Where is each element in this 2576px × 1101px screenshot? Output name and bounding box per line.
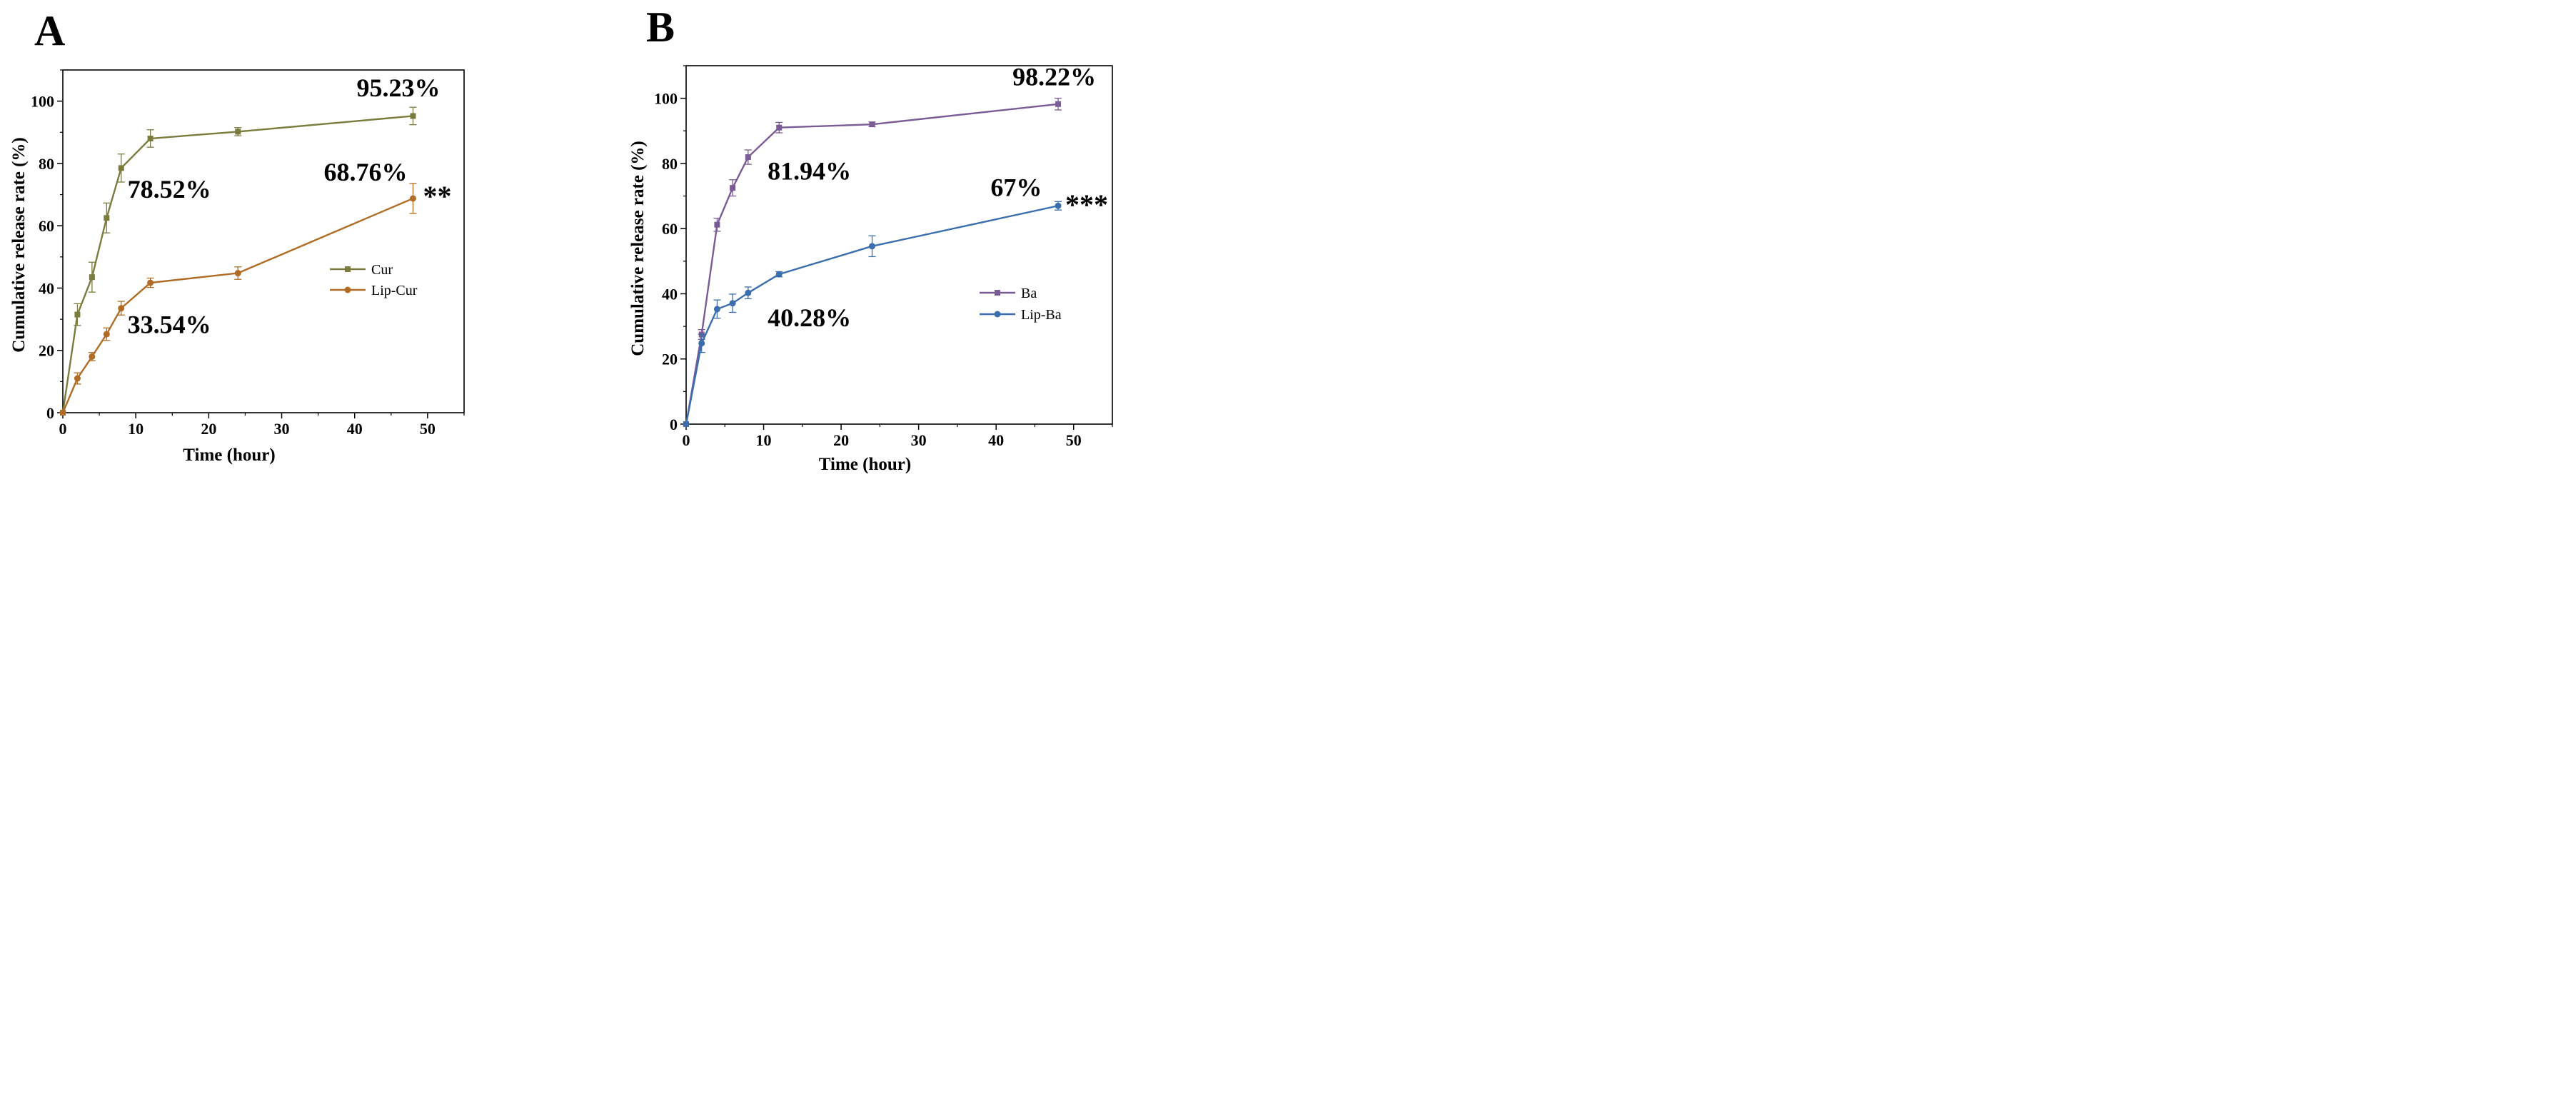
series-lip-cur [59, 183, 417, 416]
x-tick-label: 30 [911, 431, 927, 449]
legend-swatch-marker [345, 266, 351, 272]
series-line [685, 103, 1059, 425]
y-axis-title: Cumulative release rate (%) [628, 141, 648, 356]
series-line [61, 115, 413, 413]
value-annotation: 40.28% [768, 303, 851, 332]
series-line [61, 197, 413, 413]
data-point [410, 113, 416, 119]
y-tick-label: 100 [654, 90, 678, 108]
panel-letter: A [34, 7, 65, 54]
significance-marker: ** [423, 180, 451, 212]
x-axis-title: Time (hour) [819, 455, 911, 474]
value-annotation: 98.22% [1012, 62, 1096, 91]
series-line [685, 205, 1059, 425]
series-cur [60, 106, 417, 416]
data-point [698, 340, 705, 347]
data-point [745, 154, 751, 161]
data-point [869, 243, 876, 250]
data-point [74, 311, 81, 318]
data-point [103, 331, 110, 338]
x-tick-label: 10 [756, 431, 772, 449]
value-annotation: 81.94% [768, 157, 851, 186]
data-point [235, 129, 241, 135]
data-point [104, 215, 110, 221]
data-point [729, 300, 736, 307]
data-point [775, 271, 783, 278]
x-tick-label: 50 [420, 420, 436, 438]
value-annotation: 68.76% [324, 158, 408, 186]
legend-swatch-marker [995, 290, 1000, 296]
data-point [74, 375, 81, 382]
data-point [59, 409, 66, 416]
y-tick-label: 40 [39, 279, 54, 297]
x-tick-label: 10 [128, 420, 144, 438]
x-tick-label: 20 [833, 431, 849, 449]
data-point [147, 136, 154, 141]
data-point [118, 305, 125, 312]
y-tick-label: 20 [662, 351, 678, 368]
legend-label: Lip-Cur [371, 283, 418, 298]
x-tick-label: 40 [988, 431, 1004, 449]
data-point [147, 279, 154, 286]
data-point [713, 306, 720, 313]
series-lip-ba [683, 201, 1062, 428]
y-tick-label: 0 [670, 416, 678, 433]
data-point [745, 289, 752, 296]
data-point [89, 274, 95, 281]
data-point [714, 221, 720, 228]
value-annotation: 78.52% [128, 175, 211, 203]
data-point [409, 195, 416, 202]
x-axis-title: Time (hour) [183, 446, 275, 465]
y-tick-label: 80 [662, 155, 678, 173]
x-tick-label: 30 [274, 420, 290, 438]
plot-frame [685, 65, 1113, 425]
significance-marker: *** [1065, 188, 1108, 221]
y-tick-label: 0 [46, 404, 54, 422]
x-tick-label: 20 [201, 420, 216, 438]
y-axis-title: Cumulative release rate (%) [9, 137, 29, 353]
value-annotation: 67% [990, 174, 1042, 202]
y-tick-label: 80 [39, 155, 54, 173]
y-tick-label: 20 [39, 342, 54, 360]
data-point [1055, 202, 1062, 209]
data-point [730, 185, 736, 191]
plot-frame [62, 69, 465, 413]
data-point [683, 421, 690, 428]
x-tick-label: 0 [683, 431, 690, 449]
chart-panel-a: A 0 10 20 30 40 50 0 20 40 60 80 100 Time (hour) Cumul… [9, 7, 465, 465]
y-tick-label: 60 [662, 220, 678, 238]
value-annotation: 33.54% [128, 311, 211, 339]
legend-label: Cur [371, 262, 393, 278]
data-point [776, 124, 783, 131]
data-point [1055, 101, 1062, 107]
legend-swatch-marker [994, 311, 1001, 318]
legend-swatch-marker [344, 286, 351, 293]
y-tick-label: 60 [39, 217, 54, 235]
data-point [234, 270, 241, 277]
chart-panel-b: B 0 10 20 30 40 50 0 20 40 60 80 100 Time (hour) Cumul… [628, 4, 1113, 474]
x-tick-label: 40 [347, 420, 363, 438]
panel-letter: B [646, 4, 675, 51]
x-tick-label: 50 [1066, 431, 1082, 449]
legend-label: Ba [1021, 286, 1037, 301]
y-tick-label: 40 [662, 285, 678, 303]
data-point [118, 165, 124, 171]
value-annotation: 95.23% [357, 74, 441, 102]
legend-label: Lip-Ba [1021, 307, 1062, 323]
data-point [869, 121, 875, 128]
series-ba [683, 97, 1062, 427]
data-point [89, 353, 96, 360]
x-tick-label: 0 [59, 420, 67, 438]
y-tick-label: 100 [31, 93, 54, 111]
